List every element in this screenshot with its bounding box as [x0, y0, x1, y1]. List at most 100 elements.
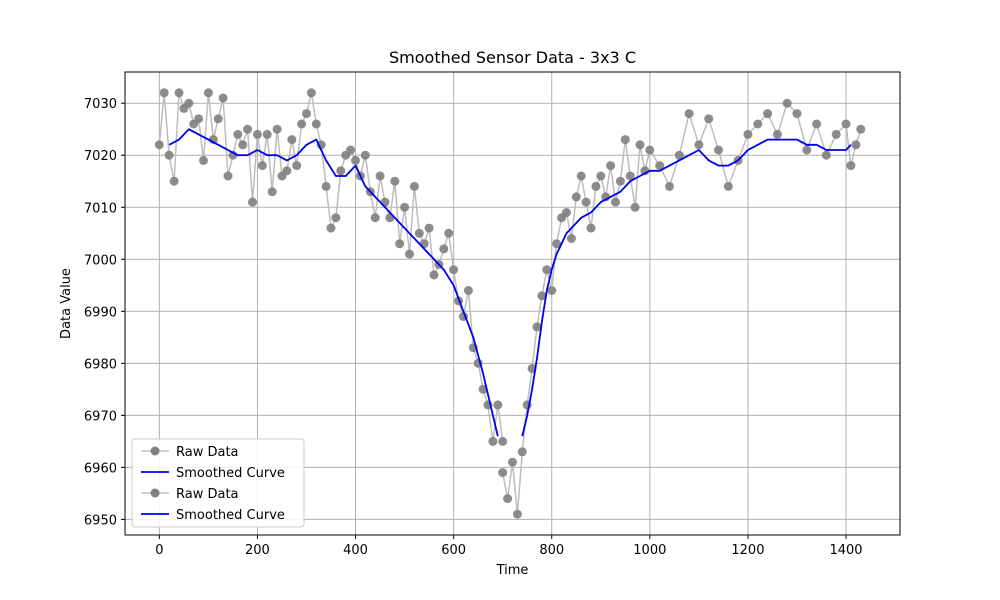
x-tick-label: 1400	[829, 543, 862, 558]
raw-data-point	[821, 150, 831, 160]
plot-frame	[124, 71, 901, 536]
raw-data-point	[262, 129, 272, 139]
raw-data-point	[424, 223, 434, 233]
raw-data-point	[547, 286, 557, 295]
raw-data-point	[194, 114, 204, 124]
x-tick-label: 600	[441, 543, 466, 558]
raw-data-point	[694, 140, 704, 150]
raw-data-point	[405, 249, 414, 259]
y-tick-label: 7020	[84, 149, 117, 164]
raw-data-point	[537, 291, 547, 301]
x-axis-title: Time	[496, 563, 529, 578]
raw-data-point	[630, 202, 640, 212]
raw-data-point	[503, 494, 513, 504]
raw-data-point	[645, 145, 655, 155]
y-tick-label: 7000	[84, 253, 117, 268]
raw-data-point	[581, 197, 591, 207]
raw-data-point	[252, 129, 262, 139]
raw-data-point	[449, 265, 459, 275]
x-tick-label: 0	[155, 543, 163, 558]
raw-data-point	[306, 88, 316, 98]
raw-data-point	[169, 176, 179, 186]
raw-data-point	[665, 181, 674, 191]
raw-data-point	[851, 140, 861, 150]
raw-data-point	[743, 129, 753, 139]
raw-data-point	[517, 447, 527, 457]
raw-data-point	[292, 161, 302, 171]
raw-data-point	[463, 286, 473, 295]
raw-data-point	[586, 223, 596, 233]
raw-data-point	[243, 124, 253, 134]
raw-data-point	[552, 239, 562, 249]
raw-data-point	[611, 197, 620, 207]
raw-data-point	[615, 176, 625, 186]
legend-label: Smoothed Curve	[176, 466, 285, 481]
x-tick-label: 200	[245, 543, 270, 558]
raw-data-point	[846, 161, 856, 171]
y-tick-label: 7010	[84, 201, 117, 216]
x-tick-label: 800	[539, 543, 564, 558]
raw-data-point	[302, 109, 311, 119]
raw-data-point	[321, 181, 331, 191]
raw-data-point	[532, 322, 542, 332]
raw-data-point	[164, 150, 174, 160]
raw-data-point	[782, 98, 792, 108]
raw-data-point	[360, 150, 370, 160]
raw-data-point	[409, 181, 419, 191]
legend-swatch-marker	[150, 446, 160, 456]
raw-data-point	[591, 181, 601, 191]
raw-data-point	[684, 109, 694, 119]
raw-data-point	[331, 213, 341, 223]
raw-data-point	[542, 265, 552, 275]
raw-data-point	[841, 119, 851, 129]
legend: Raw Data Smoothed Curve Raw Data Smoothed C…	[131, 438, 305, 528]
raw-data-point	[606, 161, 616, 171]
y-tick-label: 6980	[84, 357, 117, 372]
raw-data-point	[576, 171, 586, 181]
raw-data-point	[213, 114, 223, 124]
raw-data-point	[704, 114, 714, 124]
raw-data-point	[596, 171, 606, 181]
raw-data-point	[792, 109, 802, 119]
raw-data-point	[512, 509, 522, 519]
series-layer	[154, 88, 866, 519]
series-2-smooth	[168, 128, 499, 437]
raw-data-point	[753, 119, 763, 129]
raw-data-point	[571, 192, 581, 202]
tick-layer: 0 200 400 600 800 1000 1200 1400 6950 6960 6970 698…	[84, 97, 863, 558]
raw-data-point	[488, 436, 498, 446]
legend-label: Smoothed Curve	[176, 508, 285, 523]
raw-data-point	[238, 140, 248, 150]
raw-data-point	[199, 155, 208, 165]
x-tick-label: 400	[343, 543, 368, 558]
raw-data-point	[444, 228, 454, 238]
raw-data-point	[311, 119, 321, 129]
raw-data-point	[812, 119, 822, 129]
raw-data-point	[395, 239, 405, 249]
raw-data-point	[414, 228, 424, 238]
raw-data-point	[282, 166, 292, 176]
y-tick-label: 6960	[84, 461, 117, 476]
raw-data-point	[429, 270, 439, 280]
y-tick-label: 6950	[84, 513, 117, 528]
raw-data-point	[625, 171, 635, 181]
raw-data-point	[297, 119, 307, 129]
raw-data-point	[154, 140, 164, 150]
x-tick-label: 1200	[731, 543, 764, 558]
raw-data-point	[375, 171, 385, 181]
raw-data-point	[390, 176, 400, 186]
raw-data-point	[674, 150, 684, 160]
raw-data-point	[714, 145, 723, 155]
raw-data-point	[439, 244, 449, 254]
raw-data-point	[498, 436, 508, 446]
raw-data-point	[174, 88, 184, 98]
smoothed-curve-line	[168, 128, 499, 437]
raw-data-point	[159, 88, 169, 98]
y-tick-label: 6970	[84, 409, 117, 424]
raw-data-point	[184, 98, 194, 108]
x-tick-label: 1000	[633, 543, 666, 558]
smoothed-curve-line	[521, 138, 852, 437]
raw-data-point	[248, 197, 257, 207]
